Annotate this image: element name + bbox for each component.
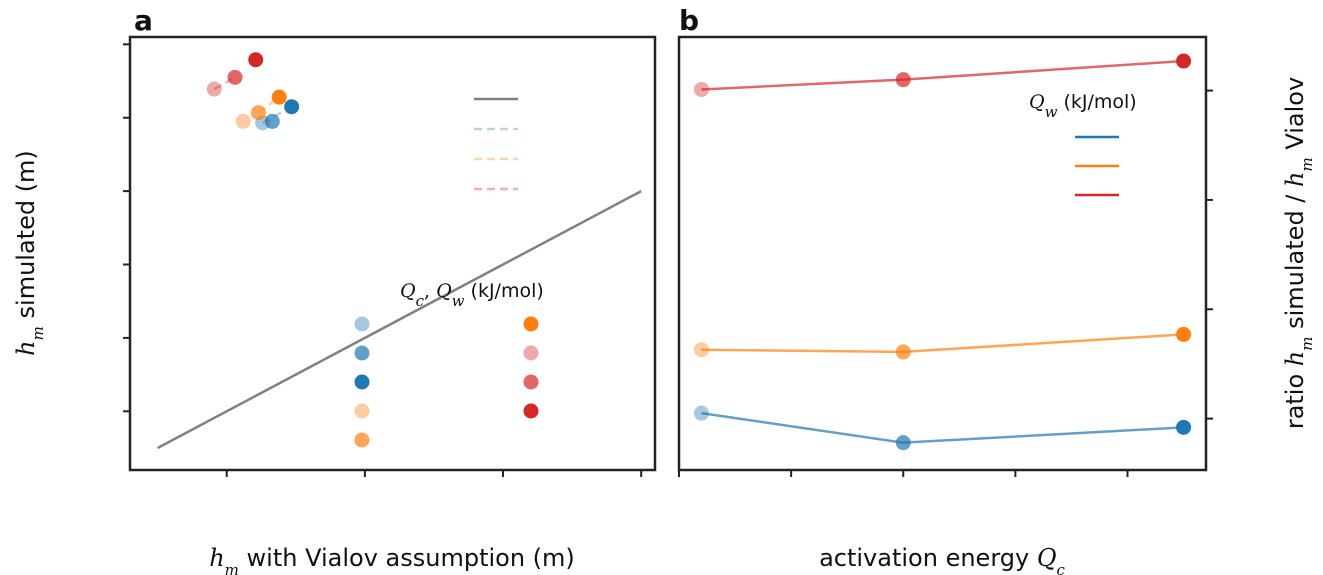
series-line-qw200 [701,59,1184,91]
series-point-qw120-qc42 [693,405,709,421]
panel-b-frame [677,35,1208,472]
series-point-qw139-qc42 [693,342,709,358]
series-point-qw120-qc60 [895,435,911,451]
series-line-qw120 [701,411,1184,444]
panel-a-plot-area [157,52,642,450]
points-legend-marker [354,316,370,332]
points-legend-marker [354,374,370,390]
panel-b-axes [678,89,1213,477]
temperature-legend [474,97,518,191]
points-legend-marker [354,432,370,448]
qw-legend-title: Qw (kJ/mol) [1029,91,1137,121]
panel-a-letter: a [134,4,153,37]
panel-a-frame [128,35,657,472]
points-legend: Qc, Qw (kJ/mol) [354,280,544,448]
panel-b-axis-titles: activation energy Qc ratio hm simulated /… [819,77,1316,575]
points-legend-marker [523,345,539,361]
scatter-point-qc42-qw139 [235,113,251,129]
panel-a-axis-titles: hm with Vialov assumption (m) hm simulate… [12,150,575,575]
series-point-qw200-qc60 [895,72,911,88]
series-point-qw200-qc42 [693,81,709,97]
scatter-point-qc60-qw120 [264,113,280,129]
series-point-qw120-qc85 [1176,419,1192,435]
panel-b-plot-area [693,53,1192,451]
points-legend-marker [354,345,370,361]
scatter-point-qc85-qw139 [271,89,287,105]
scatter-point-qc60-qw139 [250,105,266,121]
y-axis-title-b: ratio hm simulated / hm Vialov [1281,77,1316,429]
points-legend-marker [354,403,370,419]
x-axis-title-a: hm with Vialov assumption (m) [209,544,575,575]
y-axis-title-a: hm simulated (m) [12,150,47,356]
reference-line-0C [157,190,642,450]
points-legend-marker [523,316,539,332]
points-legend-title: Qc, Qw (kJ/mol) [400,280,544,310]
x-axis-title-b: activation energy Qc [819,544,1065,575]
points-legend-marker [523,374,539,390]
panel-b-letter: b [679,4,699,37]
points-legend-marker [523,403,539,419]
scatter-point-qc42-qw200 [206,81,222,97]
scatter-point-qc85-qw120 [284,99,300,115]
series-point-qw200-qc85 [1176,53,1192,69]
scatter-point-qc60-qw200 [227,69,243,85]
series-point-qw139-qc85 [1176,326,1192,342]
series-point-qw139-qc60 [895,344,911,360]
panel-a-axes [123,43,643,477]
series-line-qw139 [701,333,1184,354]
scatter-point-qc85-qw200 [248,52,264,68]
qw-legend: Qw (kJ/mol) [1029,91,1137,197]
